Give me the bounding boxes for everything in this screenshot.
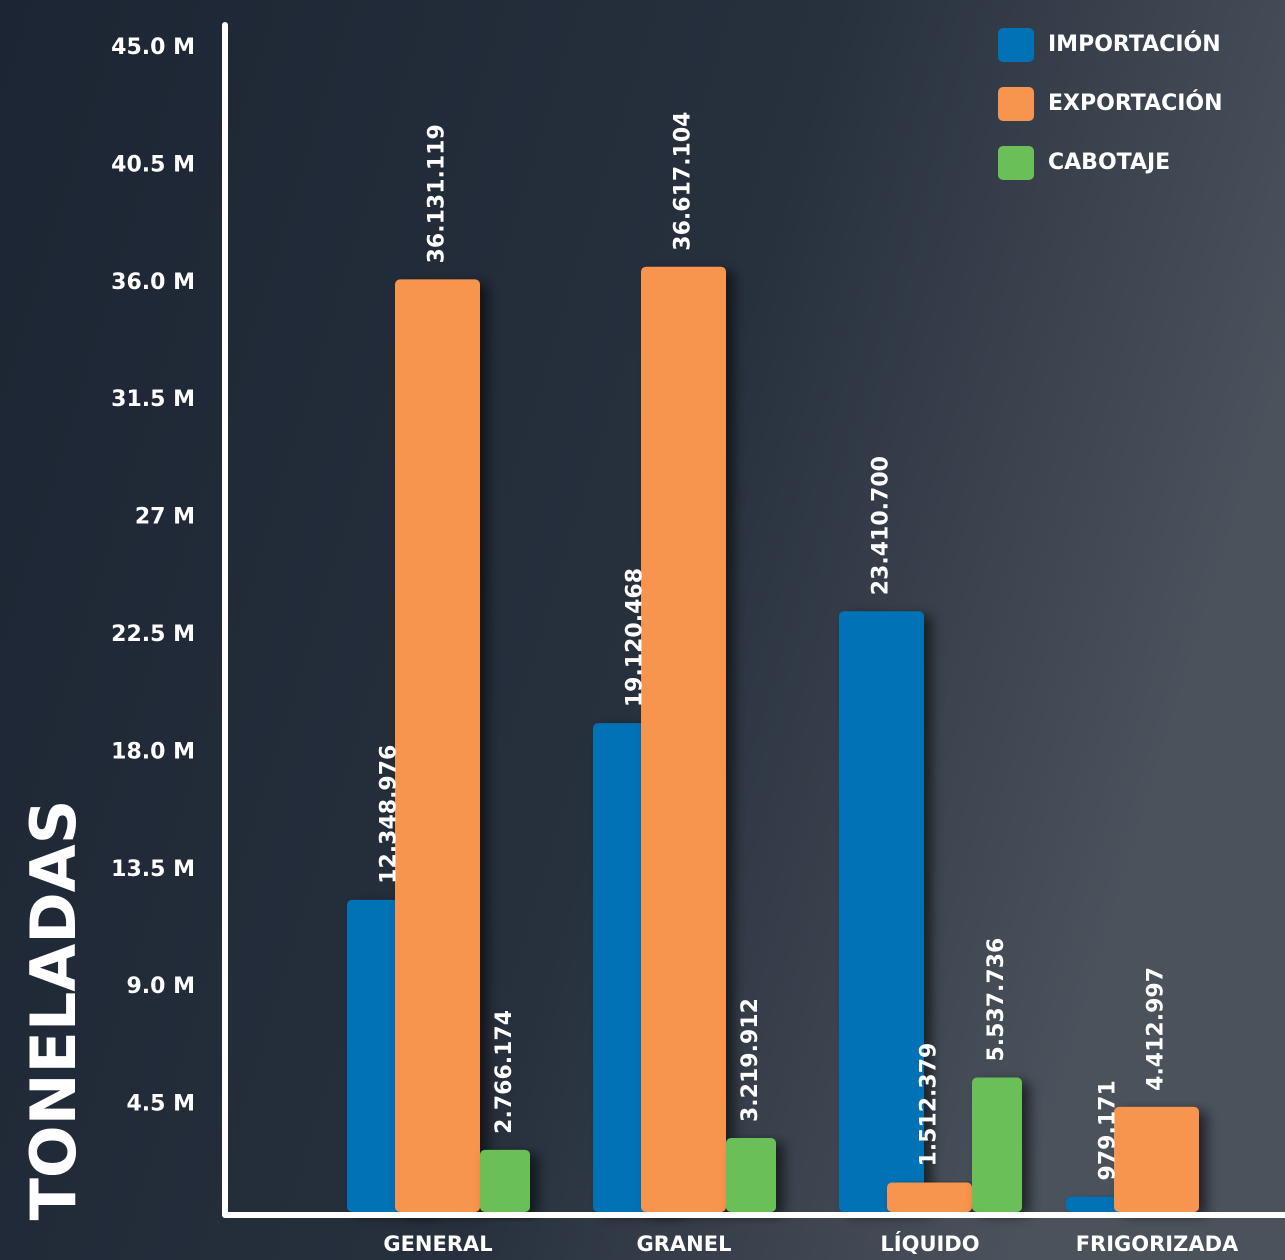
legend-label: EXPORTACIÓN [1048,90,1223,116]
bar [641,266,726,1212]
value-label: 5.537.736 [984,938,1009,1062]
y-tick-label: 40.5 M [111,152,195,177]
legend-swatch [998,28,1034,62]
bar [480,1149,530,1212]
value-label: 4.412.997 [1144,967,1169,1091]
value-label: 23.410.700 [869,456,894,595]
value-label: 19.120.468 [623,568,648,707]
legend-swatch [998,146,1034,180]
legend-label: CABOTAJE [1048,150,1170,175]
bar [395,279,480,1212]
value-label: 2.766.174 [492,1010,517,1134]
x-tick-label: GRANEL [637,1232,732,1256]
x-tick-label: GENERAL [383,1232,492,1256]
y-tick-label: 22.5 M [111,622,195,647]
y-tick-label: 13.5 M [111,857,195,882]
bar [972,1077,1022,1212]
value-label: 12.348.976 [377,745,402,884]
value-label: 979.171 [1096,1080,1121,1180]
y-tick-label: 27 M [135,505,195,530]
value-label: 36.131.119 [425,124,450,263]
bar [887,1182,972,1212]
y-tick-label: 36.0 M [111,270,195,295]
x-tick-label: FRIGORIZADA [1076,1232,1239,1256]
legend-swatch [998,87,1034,121]
y-tick-label: 4.5 M [126,1092,195,1117]
value-label: 1.512.379 [917,1043,942,1167]
y-tick-label: 9.0 M [126,974,195,999]
y-axis-title: TONELADAS [17,800,90,1221]
value-label: 36.617.104 [671,112,696,251]
bar [839,611,924,1212]
bar [1114,1106,1199,1212]
y-tick-label: 31.5 M [111,387,195,412]
legend-label: IMPORTACIÓN [1048,31,1221,57]
plot [347,266,1199,1212]
x-tick-label: LÍQUIDO [880,1231,979,1256]
y-tick-label: 18.0 M [111,739,195,764]
y-tick-label: 45.0 M [111,35,195,60]
value-label: 3.219.912 [738,998,763,1122]
bar [726,1137,776,1212]
